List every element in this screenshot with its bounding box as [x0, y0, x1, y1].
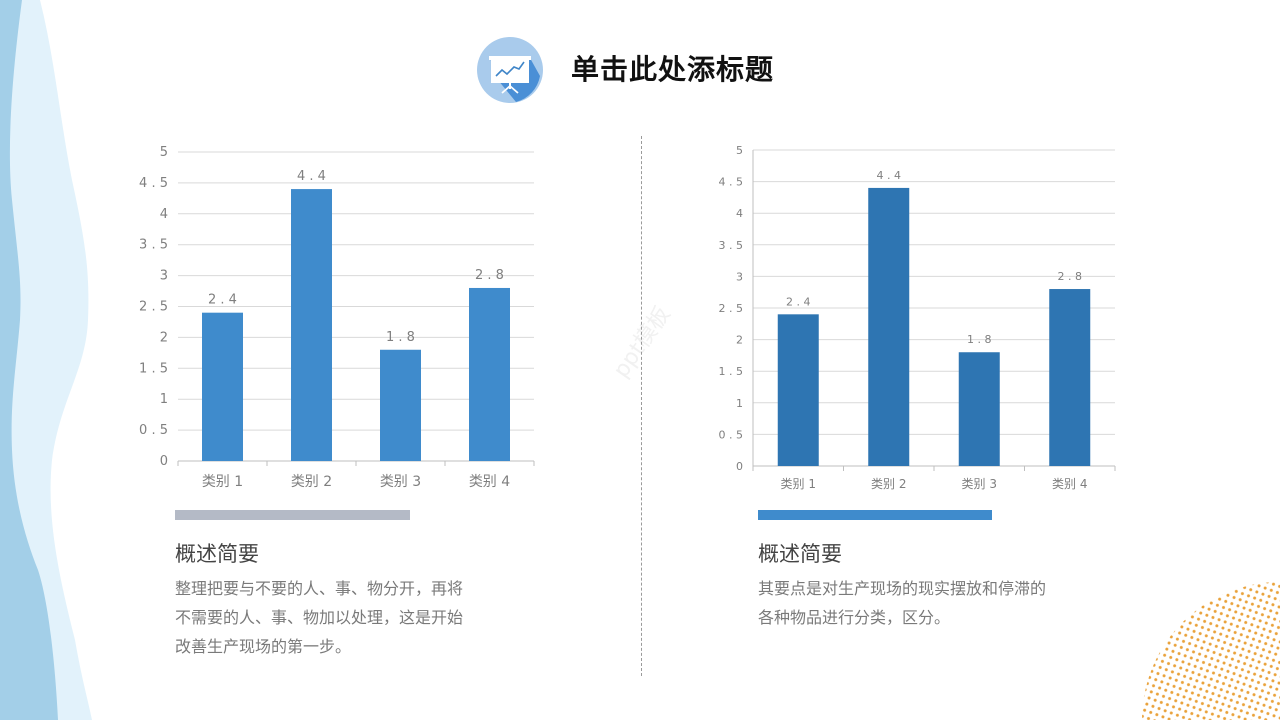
y-tick-label: 4 . 5: [719, 176, 744, 189]
category-label: 类别 2: [291, 474, 332, 490]
left-accent-bar: [175, 510, 410, 520]
bar[interactable]: [777, 314, 819, 466]
category-label: 类别 2: [871, 477, 906, 491]
y-tick-label: 1: [736, 397, 743, 410]
bar[interactable]: [958, 352, 1000, 466]
bar[interactable]: [380, 349, 421, 461]
page-title[interactable]: 单击此处添标题: [571, 53, 775, 86]
y-tick-label: 2: [160, 330, 168, 345]
y-tick-label: 0: [160, 454, 168, 469]
left-paragraph-line: 整理把要与不要的人、事、物分开，再将: [175, 579, 464, 598]
vertical-divider: [641, 136, 642, 676]
y-tick-label: 2 . 5: [139, 300, 168, 315]
category-label: 类别 3: [962, 477, 997, 491]
right-bar-chart: 0 0 . 5 1 1 . 5 2 2 . 5 3 3 . 5 4 4 . 5 5 2 . 4 类别 1…: [705, 135, 1125, 500]
y-tick-label: 4 . 5: [139, 176, 168, 191]
bar-value-label: 1 . 8: [386, 330, 415, 345]
y-tick-label: 2: [736, 334, 743, 347]
presentation-chart-icon: [477, 37, 543, 103]
right-paragraph: 其要点是对生产现场的现实摆放和停滞的 各种物品进行分类，区分。: [758, 574, 1118, 632]
bar[interactable]: [291, 189, 332, 461]
bar[interactable]: [1049, 289, 1091, 466]
y-tick-label: 4: [736, 207, 743, 220]
y-tick-label: 1 . 5: [719, 365, 744, 378]
y-tick-label: 5: [736, 144, 743, 157]
bar-value-label: 1 . 8: [967, 333, 992, 346]
bar[interactable]: [202, 312, 243, 461]
right-accent-bar: [758, 510, 992, 520]
category-label: 类别 1: [781, 477, 816, 491]
left-paragraph: 整理把要与不要的人、事、物分开，再将 不需要的人、事、物加以处理，这是开始 改善…: [175, 574, 535, 661]
bar-value-label: 2 . 4: [208, 293, 237, 308]
left-chart-canvas: 0 0 . 5 1 1 . 5 2 2 . 5 3 3 . 5 4 4 . 5 5 2 . 4 类别 1…: [139, 145, 535, 490]
bar-value-label: 4 . 4: [297, 169, 326, 184]
y-tick-label: 3 . 5: [719, 239, 744, 252]
y-tick-label: 3 . 5: [139, 238, 168, 253]
bar-value-label: 2 . 8: [1058, 270, 1083, 283]
dot-pattern-decoration: [1142, 582, 1280, 720]
background-wave-decoration: [0, 0, 92, 720]
left-paragraph-line: 改善生产现场的第一步。: [175, 637, 352, 656]
right-chart-canvas: 0 0 . 5 1 1 . 5 2 2 . 5 3 3 . 5 4 4 . 5 5 2 . 4 类别 1…: [719, 144, 1116, 491]
y-tick-label: 4: [160, 207, 168, 222]
left-bar-chart: 0 0 . 5 1 1 . 5 2 2 . 5 3 3 . 5 4 4 . 5 5 2 . 4 类别 1…: [130, 135, 550, 500]
bar[interactable]: [868, 187, 910, 467]
right-paragraph-line: 其要点是对生产现场的现实摆放和停滞的: [758, 579, 1047, 598]
category-label: 类别 4: [469, 474, 510, 490]
bar-value-label: 2 . 8: [475, 268, 504, 283]
bar[interactable]: [469, 287, 510, 461]
y-tick-label: 1 . 5: [139, 361, 168, 376]
category-label: 类别 1: [202, 474, 243, 490]
left-heading: 概述简要: [175, 542, 259, 566]
category-label: 类别 3: [380, 474, 421, 490]
bar-value-label: 4 . 4: [877, 169, 902, 182]
y-tick-label: 0: [736, 460, 743, 473]
bar-value-label: 2 . 4: [786, 295, 811, 308]
y-tick-label: 5: [160, 145, 168, 160]
y-tick-label: 3: [160, 269, 168, 284]
right-heading: 概述简要: [758, 542, 842, 566]
right-paragraph-line: 各种物品进行分类，区分。: [758, 608, 951, 627]
y-tick-label: 2 . 5: [719, 302, 744, 315]
y-tick-label: 0 . 5: [139, 423, 168, 438]
y-tick-label: 3: [736, 270, 743, 283]
left-paragraph-line: 不需要的人、事、物加以处理，这是开始: [175, 608, 464, 627]
y-tick-label: 1: [160, 392, 168, 407]
category-label: 类别 4: [1052, 477, 1087, 491]
y-tick-label: 0 . 5: [719, 428, 744, 441]
